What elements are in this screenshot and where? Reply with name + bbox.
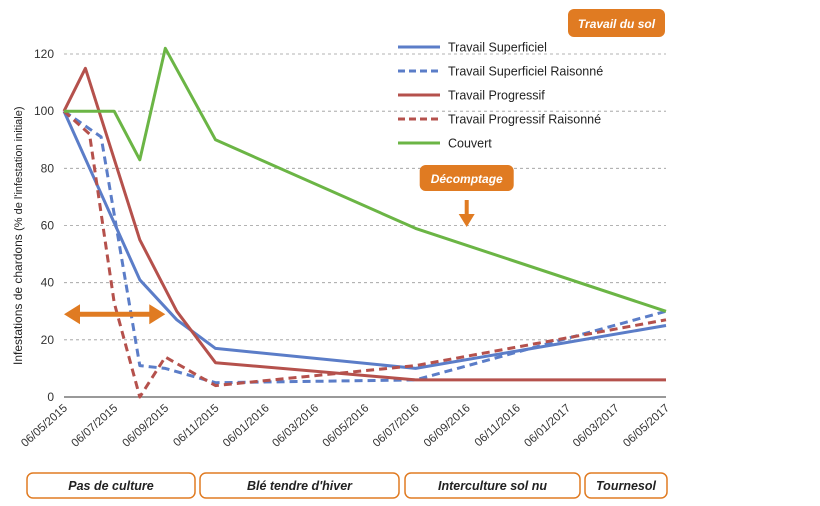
legend-entry: Travail Progressif [448, 89, 545, 103]
series-line [64, 46, 667, 313]
legend-title: Travail du sol [578, 17, 656, 31]
y-tick-label: 40 [41, 276, 55, 290]
x-tick-label: 06/05/2016 [321, 402, 372, 449]
y-tick-label: 60 [41, 219, 55, 233]
decomptage-label: Décomptage [431, 172, 503, 186]
series-line [62, 66, 666, 382]
x-tick-label: 06/05/2017 [621, 402, 672, 449]
double-arrow-left-head [64, 304, 80, 325]
x-tick-label: 06/11/2016 [473, 402, 523, 449]
y-axis-label-unit: (% de l'infestation initiale) [13, 107, 25, 231]
series-line [63, 110, 667, 399]
legend-entry: Travail Superficiel Raisonné [448, 65, 603, 79]
phase-bar: Pas de culture Blé tendre d'hiver Intercul… [26, 472, 668, 499]
decomptage-badge [419, 165, 514, 191]
y-tick-label: 20 [41, 333, 55, 347]
phase-box [26, 472, 196, 499]
phase-label: Interculture sol nu [438, 479, 547, 493]
x-tick-label: 06/07/2016 [371, 402, 422, 449]
x-tick-label: 06/03/2016 [270, 402, 321, 449]
y-tick-label: 120 [34, 47, 54, 61]
phase-label: Pas de culture [68, 479, 153, 493]
phase-box [404, 472, 581, 499]
phase-label: Blé tendre d'hiver [247, 479, 353, 493]
series-line [62, 110, 667, 370]
legend-title-badge [568, 9, 665, 37]
y-tick-label: 100 [34, 104, 54, 118]
decomptage-arrow-head [458, 214, 475, 227]
phase-box [199, 472, 400, 499]
x-tick-label: 06/03/2017 [571, 402, 622, 449]
annotations: Décomptage [64, 165, 514, 325]
x-tick-label: 06/01/2017 [522, 402, 573, 449]
x-tick-label: 06/09/2016 [422, 402, 473, 449]
legend-entry: Travail Progressif Raisonné [448, 113, 601, 127]
y-tick-label: 0 [47, 390, 54, 404]
phase-box [584, 472, 668, 499]
x-tick-label: 06/01/2016 [221, 402, 272, 449]
y-axis-label-main: Infestations de chardons [11, 234, 25, 365]
x-tick-label: 06/07/2015 [69, 402, 120, 449]
legend-entry: Travail Superficiel [448, 41, 547, 55]
y-tick-label: 80 [41, 161, 55, 175]
phase-label: Tournesol [596, 479, 656, 493]
y-axis-label: Infestations de chardons (% de l'infesta… [11, 107, 25, 366]
series-lines [62, 46, 667, 399]
series-line [63, 109, 667, 385]
grid [64, 53, 666, 341]
legend: Travail du sol Travail Superficiel Travail… [398, 9, 665, 151]
legend-entry: Couvert [448, 137, 492, 151]
x-tick-label: 06/11/2015 [171, 402, 221, 449]
x-tick-label: 06/09/2015 [120, 402, 171, 449]
x-tick-label: 06/05/2015 [19, 402, 70, 449]
double-arrow-right-head [149, 304, 166, 325]
